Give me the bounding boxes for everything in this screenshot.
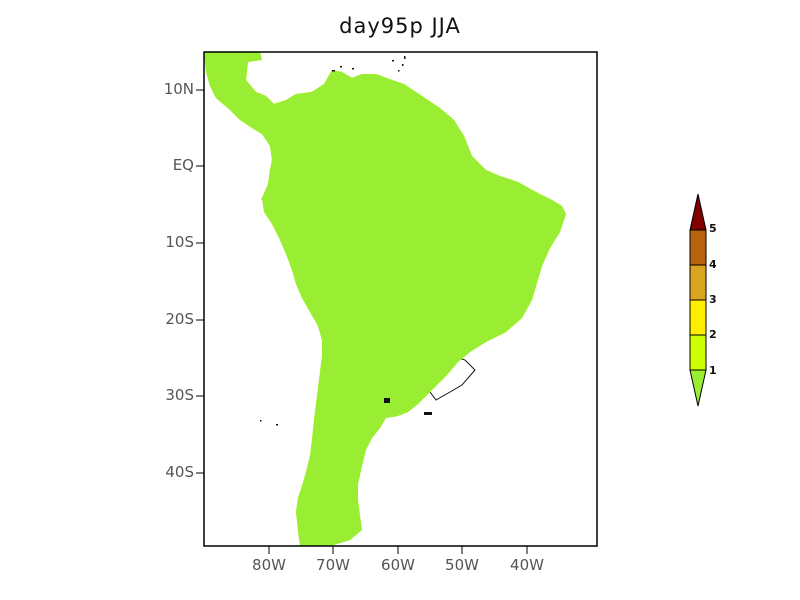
colorbar-segment-1-2 [689,334,707,371]
colorbar-segment-3-4 [689,264,707,301]
lon-label-60w: 60W [381,556,415,574]
lon-ticks [268,546,528,554]
colorbar-label-1: 1 [709,364,717,377]
lat-label-10n: 10N [163,80,194,98]
caribbean-islands [260,56,432,426]
colorbar-label-3: 3 [709,293,717,306]
lon-label-70w: 70W [316,556,350,574]
map-title: day95p JJA [339,14,461,38]
colorbar-segment-2-3 [689,299,707,336]
colorbar-bottom-arrow [689,369,707,407]
map-frame [203,51,598,547]
lat-label-10s: 10S [165,233,194,251]
colorbar [689,193,707,407]
lon-label-40w: 40W [510,556,544,574]
lat-label-20s: 20S [165,310,194,328]
lat-label-30s: 30S [165,386,194,404]
colorbar-top-arrow [689,193,707,231]
lat-label-40s: 40S [165,463,194,481]
lat-label-eq: EQ [172,156,194,174]
colorbar-label-5: 5 [709,222,717,235]
colorbar-segment-4-5 [689,229,707,266]
lon-label-80w: 80W [252,556,286,574]
lon-label-50w: 50W [445,556,479,574]
lat-ticks [196,89,204,474]
colorbar-label-4: 4 [709,258,717,271]
colorbar-label-2: 2 [709,328,717,341]
